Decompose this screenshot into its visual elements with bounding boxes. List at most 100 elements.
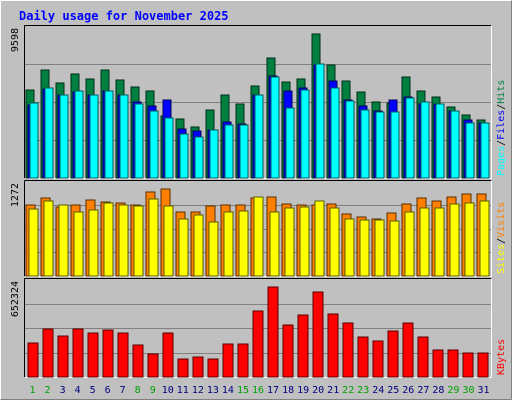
day-labels: 1 2 3 4 5 6 7 8 9 10 11 12 13 14 15 16 17 18 19 20 21 22 23 24 2… — [29, 385, 489, 396]
bars — [25, 33, 490, 378]
legend-entry-pages: Pages — [496, 146, 507, 176]
bar-sites-day-18 — [284, 207, 295, 277]
bar-sites-day-11 — [178, 218, 189, 277]
day-label-14: 14 — [222, 385, 234, 396]
legend-separator: / — [496, 140, 507, 146]
bar-sites-day-7 — [118, 204, 129, 277]
bar-kbytes-day-15 — [237, 343, 249, 378]
bar-pages-day-20 — [315, 63, 325, 179]
day-label-20: 20 — [312, 385, 324, 396]
bar-pages-day-22 — [345, 100, 355, 179]
bar-sites-day-31 — [479, 200, 490, 277]
day-label-7: 7 — [120, 385, 126, 396]
bar-kbytes-day-22 — [342, 322, 354, 378]
bar-kbytes-day-3 — [57, 335, 69, 378]
bar-kbytes-day-6 — [102, 329, 114, 378]
bar-sites-day-6 — [103, 202, 114, 277]
bar-pages-day-19 — [300, 89, 310, 179]
day-label-2: 2 — [44, 385, 50, 396]
bar-sites-day-24 — [374, 219, 385, 277]
bar-sites-day-2 — [43, 200, 54, 277]
bar-sites-day-25 — [389, 220, 400, 277]
bar-sites-day-22 — [344, 218, 355, 277]
bar-sites-day-20 — [314, 200, 325, 277]
day-label-31: 31 — [477, 385, 489, 396]
day-label-17: 17 — [267, 385, 279, 396]
bar-kbytes-day-1 — [27, 342, 39, 378]
bar-sites-day-15 — [238, 210, 249, 277]
bar-sites-day-13 — [208, 221, 219, 277]
bar-sites-day-3 — [58, 204, 69, 277]
day-label-1: 1 — [29, 385, 35, 396]
bar-kbytes-day-30 — [462, 352, 474, 378]
legend-entry-hits: Hits — [496, 80, 507, 104]
day-label-12: 12 — [192, 385, 204, 396]
day-label-11: 11 — [177, 385, 189, 396]
bar-pages-day-8 — [134, 103, 144, 179]
day-label-10: 10 — [162, 385, 174, 396]
bar-pages-day-15 — [239, 124, 249, 179]
bar-sites-day-16 — [253, 196, 264, 277]
bar-kbytes-day-16 — [252, 310, 264, 378]
bar-sites-day-12 — [193, 214, 204, 277]
bar-pages-day-24 — [375, 111, 385, 179]
bar-kbytes-day-5 — [87, 332, 99, 378]
bar-sites-day-29 — [449, 203, 460, 277]
bar-kbytes-day-24 — [372, 340, 384, 378]
legend-separator: / — [496, 238, 507, 244]
day-label-9: 9 — [150, 385, 156, 396]
day-label-16: 16 — [252, 385, 264, 396]
right-legend-kbytes: KBytes — [496, 339, 507, 375]
bar-pages-day-2 — [44, 87, 54, 179]
bar-kbytes-day-13 — [207, 358, 219, 378]
bar-kbytes-day-12 — [192, 356, 204, 378]
bar-pages-day-6 — [104, 90, 114, 179]
bar-kbytes-day-26 — [402, 322, 414, 378]
bar-sites-day-27 — [419, 207, 430, 277]
bar-kbytes-day-8 — [132, 344, 144, 378]
bar-pages-day-1 — [29, 102, 39, 179]
legend-entry-sites: Sites — [496, 244, 507, 274]
day-label-5: 5 — [90, 385, 96, 396]
day-label-24: 24 — [372, 385, 384, 396]
day-label-23: 23 — [357, 385, 369, 396]
day-label-27: 27 — [417, 385, 429, 396]
day-label-6: 6 — [105, 385, 111, 396]
bar-kbytes-day-2 — [42, 328, 54, 378]
bar-sites-day-5 — [88, 209, 99, 277]
bar-sites-day-9 — [148, 198, 159, 277]
bar-sites-day-14 — [223, 211, 234, 277]
bar-pages-day-3 — [59, 94, 69, 179]
day-label-30: 30 — [462, 385, 474, 396]
bar-kbytes-day-4 — [72, 328, 84, 378]
bar-sites-day-30 — [464, 202, 475, 277]
bar-pages-day-7 — [119, 94, 129, 179]
bar-kbytes-day-9 — [147, 353, 159, 378]
bar-kbytes-day-20 — [312, 291, 324, 378]
day-label-29: 29 — [447, 385, 459, 396]
bar-sites-day-1 — [28, 208, 39, 277]
bar-pages-day-29 — [450, 110, 460, 179]
bar-pages-day-21 — [330, 87, 340, 179]
chart-title: Daily usage for November 2025 — [19, 9, 229, 23]
bar-pages-day-26 — [405, 97, 415, 179]
day-label-28: 28 — [432, 385, 444, 396]
bar-pages-day-13 — [209, 129, 219, 179]
bar-pages-day-14 — [224, 124, 234, 179]
bar-kbytes-day-17 — [267, 286, 279, 378]
day-label-26: 26 — [402, 385, 414, 396]
y-max-label-kbytes: 652324 — [10, 281, 21, 317]
bar-kbytes-day-19 — [297, 314, 309, 378]
day-label-18: 18 — [282, 385, 294, 396]
day-label-21: 21 — [327, 385, 339, 396]
day-label-3: 3 — [60, 385, 66, 396]
bar-pages-day-18 — [285, 107, 295, 179]
bar-sites-day-4 — [73, 211, 84, 277]
bar-kbytes-day-28 — [432, 349, 444, 378]
bar-pages-day-10 — [164, 117, 174, 179]
day-label-25: 25 — [387, 385, 399, 396]
day-label-15: 15 — [237, 385, 249, 396]
day-label-8: 8 — [135, 385, 141, 396]
bar-pages-day-31 — [480, 122, 490, 179]
